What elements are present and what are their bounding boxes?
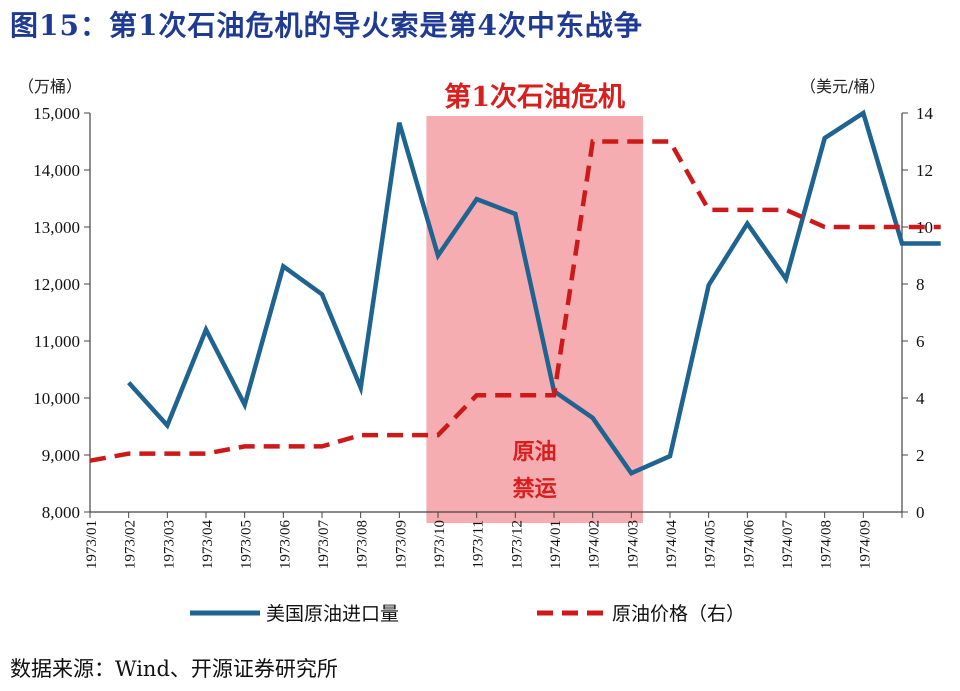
right-axis-unit-label: （美元/桶） (800, 77, 885, 96)
right-axis-tick-label: 4 (916, 389, 925, 408)
left-axis-tick-label: 12,000 (33, 275, 80, 294)
left-axis-tick-label: 9,000 (42, 446, 80, 465)
x-axis-tick-label: 1973/02 (123, 520, 139, 569)
right-axis-tick-label: 6 (916, 332, 925, 351)
annotation-line-1: 原油 (513, 439, 557, 465)
x-axis-tick-label: 1973/01 (84, 520, 100, 569)
series-line-imports (127, 109, 941, 477)
x-axis-tick-label: 1973/10 (432, 520, 448, 569)
x-axis-tick-label: 1973/11 (471, 520, 487, 569)
x-axis-tick-label: 1973/07 (316, 520, 332, 570)
left-axis-tick-label: 8,000 (42, 503, 80, 522)
x-axis-tick-label: 1973/06 (277, 520, 293, 570)
x-axis-tick-label: 1973/12 (509, 520, 525, 569)
x-axis-tick-label: 1974/04 (664, 520, 680, 570)
right-axis-tick-label: 12 (916, 161, 933, 180)
left-axis-tick-label: 15,000 (33, 104, 80, 123)
left-axis-tick-label: 11,000 (34, 332, 80, 351)
right-axis-tick-label: 14 (916, 104, 934, 123)
axis-ticks: 8,000 9,000 10,000 11,000 12,000 13,000 14,000… (33, 104, 933, 569)
chart: 第1次石油危机 原油 禁运 （万桶） （美元/桶） 8,000 9,000 10,0… (18, 77, 941, 625)
x-axis-tick-label: 1973/09 (393, 520, 409, 569)
shaded-region-oil-crisis (426, 116, 643, 523)
series-line-price (89, 139, 941, 463)
x-axis-tick-label: 1973/05 (239, 520, 255, 569)
shaded-region-label: 第1次石油危机 (444, 81, 625, 113)
x-axis-tick-label: 1973/04 (200, 520, 216, 570)
x-axis-tick-label: 1973/08 (355, 520, 371, 569)
x-axis-tick-label: 1974/06 (741, 520, 757, 570)
right-axis-tick-label: 2 (916, 446, 925, 465)
left-axis-unit-label: （万桶） (18, 77, 82, 96)
x-axis-tick-label: 1974/02 (587, 520, 603, 569)
x-axis-tick-label: 1974/01 (548, 520, 564, 569)
x-axis-tick-label: 1974/09 (857, 520, 873, 569)
left-axis-tick-label: 10,000 (33, 389, 80, 408)
series-lines (89, 109, 941, 477)
x-axis-tick-label: 1974/07 (780, 520, 796, 570)
right-axis-tick-label: 0 (916, 503, 925, 522)
figure-title: 图15：第1次石油危机的导火索是第4次中东战争 (10, 9, 643, 42)
x-axis-tick-label: 1973/03 (161, 520, 177, 569)
legend-label-price: 原油价格（右） (612, 603, 745, 625)
left-axis-tick-label: 13,000 (33, 218, 80, 237)
x-axis-tick-label: 1974/08 (819, 520, 835, 569)
annotation-line-2: 禁运 (513, 476, 557, 502)
right-axis-tick-label: 8 (916, 275, 925, 294)
x-axis-tick-label: 1974/05 (703, 520, 719, 569)
x-axis-tick-label: 1974/03 (625, 520, 641, 569)
legend-label-imports: 美国原油进口量 (266, 603, 399, 625)
left-axis-tick-label: 14,000 (33, 161, 80, 180)
source-note: 数据来源：Wind、开源证券研究所 (10, 657, 338, 681)
